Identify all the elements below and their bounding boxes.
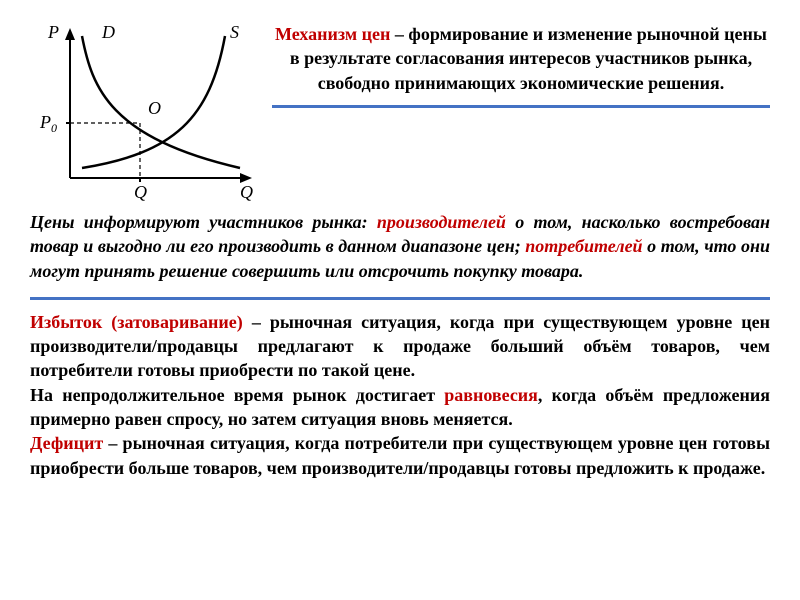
mechanism-title: Механизм цен	[275, 24, 390, 44]
deficit-body: – рыночная ситуация, когда потребители п…	[30, 433, 770, 477]
deficit-title: Дефицит	[30, 433, 103, 453]
supply-demand-chart: P D S O P0 Q Q	[30, 18, 260, 208]
q-tick-label: Q	[134, 182, 147, 202]
producers-word: производителей	[377, 212, 506, 232]
middle-lead: Цены информируют участников рынка:	[30, 212, 377, 232]
x-axis-label: Q	[240, 182, 253, 202]
mechanism-definition: Механизм цен – формирование и изменение …	[272, 18, 770, 208]
y-axis-label: P	[47, 22, 59, 42]
surplus-title: Избыток (затоваривание)	[30, 312, 243, 332]
divider-top	[272, 105, 770, 108]
prices-inform-block: Цены информируют участников рынка: произ…	[30, 210, 770, 283]
demand-label: D	[101, 22, 115, 42]
consumers-word: потребителей	[525, 236, 642, 256]
surplus-deficit-block: Избыток (затоваривание) – рыночная ситуа…	[30, 310, 770, 480]
eq-lead: На непродолжительное время рынок достига…	[30, 385, 444, 405]
eq-word: равновесия	[444, 385, 538, 405]
p0-label: P0	[39, 112, 57, 135]
equilibrium-label: O	[148, 98, 161, 118]
supply-label: S	[230, 22, 239, 42]
divider-bottom	[30, 297, 770, 300]
